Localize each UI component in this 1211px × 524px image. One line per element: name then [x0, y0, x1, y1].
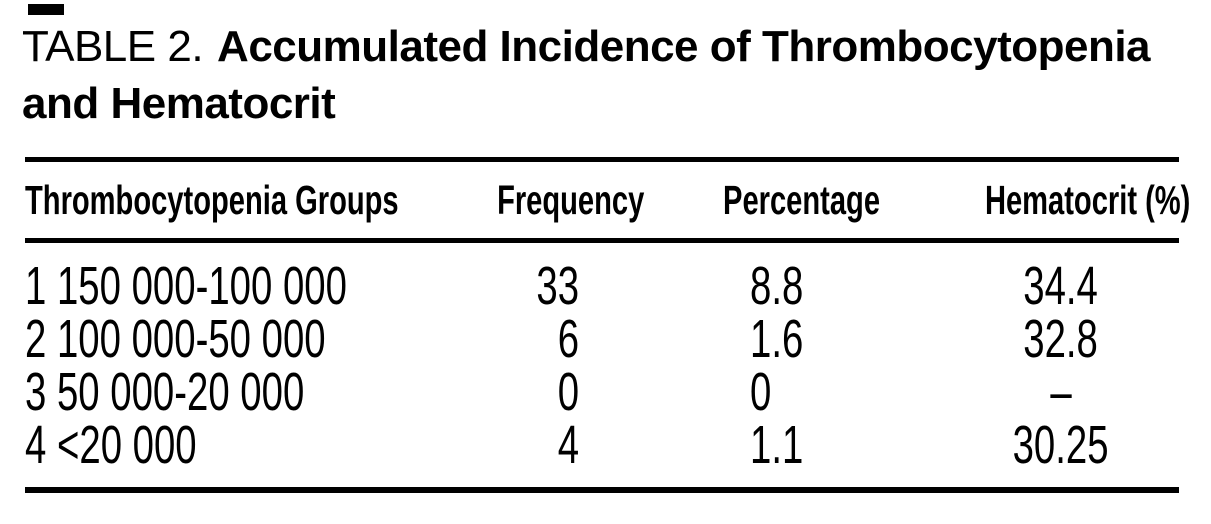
- table-header-row: Thrombocytopenia Groups Frequency Percen…: [25, 162, 1190, 238]
- cell-group: 4 <20 000: [25, 415, 455, 475]
- cell-percentage: 8.8: [665, 256, 925, 316]
- cell-value: 0: [557, 362, 579, 422]
- table-body: 1 150 000-100 000 33 8.8 34.4 2 100 000-…: [25, 256, 1179, 475]
- column-header-label: Thrombocytopenia Groups: [25, 176, 399, 223]
- table-row: 3 50 000-20 000 0 0 –: [25, 362, 1179, 422]
- cell-value: 2 100 000-50 000: [25, 309, 326, 369]
- column-header-percentage: Percentage: [665, 177, 925, 224]
- cell-value: 32.8: [1023, 309, 1099, 369]
- cell-hematocrit: 32.8: [925, 309, 1179, 369]
- table-title-line1: Accumulated Incidence of Thrombocytopeni…: [217, 22, 1151, 71]
- cell-frequency: 33: [455, 256, 665, 316]
- cell-value: 8.8: [750, 256, 804, 316]
- cell-value: 33: [536, 256, 579, 316]
- cell-frequency: 6: [455, 309, 665, 369]
- cell-group: 2 100 000-50 000: [25, 309, 455, 369]
- cell-hematocrit: 34.4: [925, 256, 1179, 316]
- cell-value: –: [1050, 362, 1072, 422]
- cell-hematocrit: 30.25: [925, 415, 1179, 475]
- cell-group: 1 150 000-100 000: [25, 256, 455, 316]
- header-divider-rule: [25, 238, 1179, 243]
- column-header-thrombocytopenia-groups: Thrombocytopenia Groups: [25, 177, 455, 224]
- cell-frequency: 4: [455, 415, 665, 475]
- table-row: 4 <20 000 4 1.1 30.25: [25, 415, 1179, 475]
- cell-value: 1 150 000-100 000: [25, 256, 347, 316]
- column-header-label: Frequency: [497, 176, 645, 223]
- cell-value: 1.1: [750, 415, 804, 475]
- cell-value: 34.4: [1023, 256, 1099, 316]
- cell-hematocrit: –: [925, 362, 1179, 422]
- scan-artifact-mark: [28, 4, 64, 15]
- cell-value: 4 <20 000: [25, 415, 197, 475]
- cell-value: 6: [557, 309, 579, 369]
- cell-value: 1.6: [750, 309, 804, 369]
- table-title-line2: and Hematocrit: [22, 79, 336, 128]
- cell-group: 3 50 000-20 000: [25, 362, 455, 422]
- cell-percentage: 1.6: [665, 309, 925, 369]
- cell-value: 0: [750, 362, 772, 422]
- bottom-rule: [25, 487, 1179, 493]
- table-title: TABLE 2. Accumulated Incidence of Thrombo…: [22, 18, 1192, 132]
- column-header-label: Percentage: [723, 176, 881, 223]
- table-row: 2 100 000-50 000 6 1.6 32.8: [25, 309, 1179, 369]
- cell-percentage: 1.1: [665, 415, 925, 475]
- column-header-hematocrit: Hematocrit (%): [925, 177, 1190, 224]
- table-row: 1 150 000-100 000 33 8.8 34.4: [25, 256, 1179, 316]
- cell-value: 3 50 000-20 000: [25, 362, 305, 422]
- column-header-label: Hematocrit (%): [984, 176, 1191, 223]
- table-number-label: TABLE 2.: [22, 22, 204, 71]
- cell-value: 4: [557, 415, 579, 475]
- cell-frequency: 0: [455, 362, 665, 422]
- top-rule: [25, 157, 1179, 162]
- cell-percentage: 0: [665, 362, 925, 422]
- column-header-frequency: Frequency: [455, 177, 665, 224]
- cell-value: 30.25: [1013, 415, 1109, 475]
